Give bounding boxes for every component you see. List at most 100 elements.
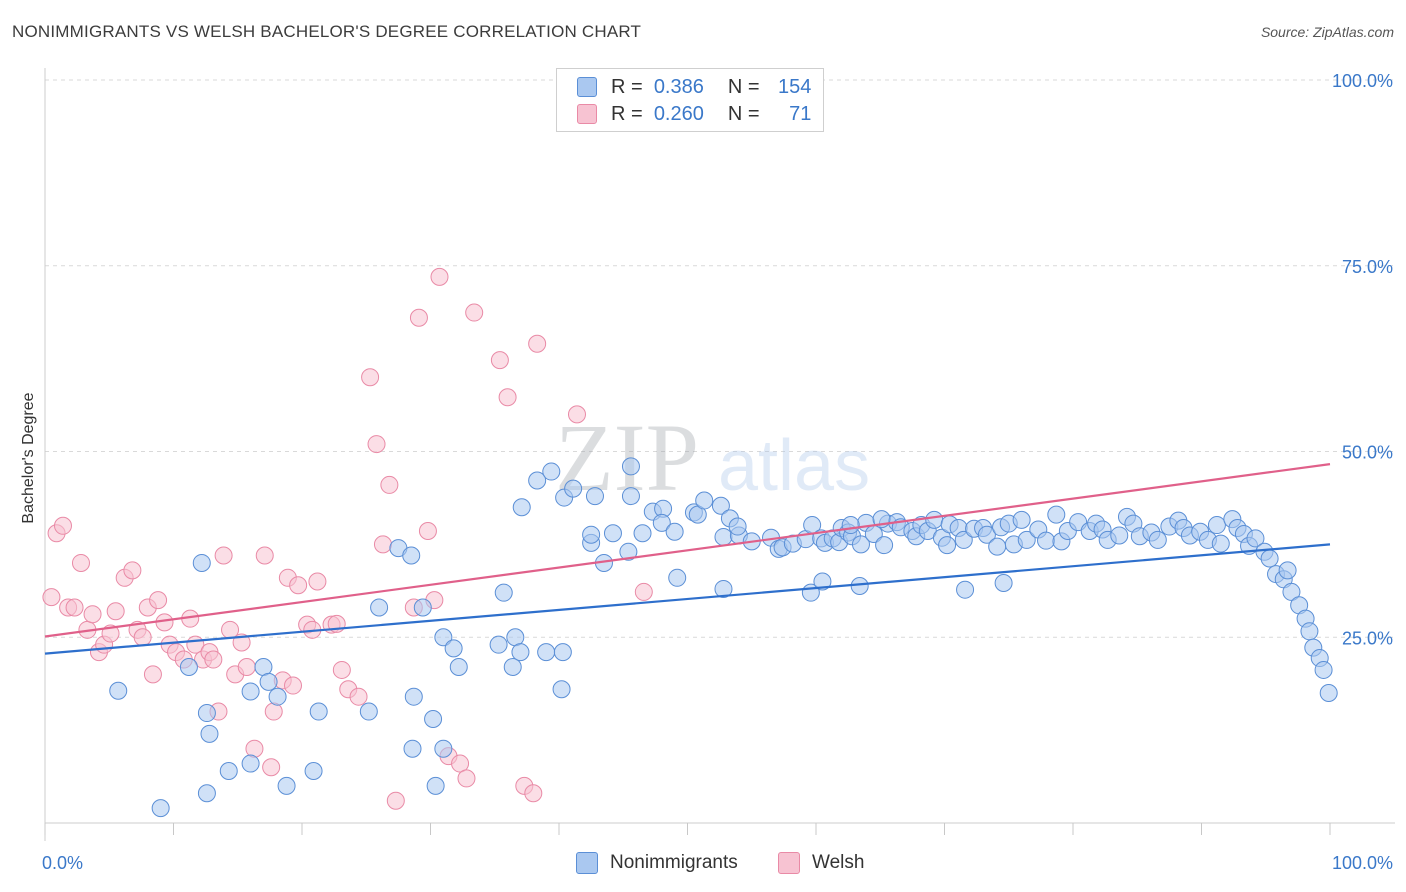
bottom-legend-label: Nonimmigrants — [610, 852, 738, 873]
nonimmigrant-point — [434, 739, 453, 758]
trend-lines — [44, 463, 1331, 655]
nonimmigrant-point — [268, 687, 287, 706]
nonimmigrant-point — [621, 457, 640, 476]
legend-swatch-blue — [577, 77, 597, 97]
nonimmigrant-point — [954, 530, 973, 549]
nonimmigrant-point — [1300, 622, 1319, 641]
welsh-point — [255, 546, 274, 565]
nonimmigrant-point — [977, 525, 996, 544]
welsh-point — [133, 628, 152, 647]
nonimmigrant-point — [875, 536, 894, 555]
nonimmigrant-point — [938, 536, 957, 555]
bottom-legend-welsh[interactable]: Welsh — [778, 852, 864, 874]
nonimmigrant-point — [200, 724, 219, 743]
legend-swatch-pink — [577, 104, 597, 124]
watermark-atlas: atlas — [718, 426, 870, 506]
welsh-point — [524, 784, 543, 803]
bottom-legend-nonimmigrants[interactable]: Nonimmigrants — [576, 852, 738, 874]
nonimmigrant-point — [665, 522, 684, 541]
welsh-point — [498, 388, 517, 407]
nonimmigrant-point — [728, 517, 747, 536]
nonimmigrant-point — [652, 513, 671, 532]
legend-n-label: N = — [727, 75, 760, 98]
welsh-point — [451, 754, 470, 773]
nonimmigrant-trend-line — [44, 543, 1331, 655]
welsh-point — [123, 561, 142, 580]
nonimmigrant-point — [1012, 510, 1031, 529]
y-tick-label: 50.0% — [1342, 443, 1393, 463]
nonimmigrant-point — [413, 598, 432, 617]
nonimmigrant-point — [925, 510, 944, 529]
nonimmigrant-point — [564, 479, 583, 498]
nonimmigrant-point — [1047, 505, 1066, 524]
legend-n-label: N = — [727, 102, 760, 125]
bottom-legend-swatch-blue — [576, 852, 598, 874]
nonimmigrant-point — [241, 754, 260, 773]
nonimmigrant-point — [424, 709, 443, 728]
welsh-point — [204, 650, 223, 669]
welsh-point — [71, 553, 90, 572]
nonimmigrant-point — [585, 487, 604, 506]
welsh-point — [418, 522, 437, 541]
welsh-point — [262, 758, 281, 777]
nonimmigrant-point — [449, 657, 468, 676]
nonimmigrant-point — [494, 583, 513, 602]
nonimmigrant-point — [259, 672, 278, 691]
nonimmigrant-point — [304, 761, 323, 780]
bottom-legend-swatch-pink — [778, 852, 800, 874]
nonimmigrant-point — [434, 628, 453, 647]
welsh-point — [155, 613, 174, 632]
nonimmigrant-point — [370, 598, 389, 617]
nonimmigrant-point — [219, 761, 238, 780]
legend-r-value: 0.386 — [653, 75, 704, 98]
welsh-point — [430, 267, 449, 286]
welsh-point — [367, 435, 386, 454]
nonimmigrant-point — [668, 568, 687, 587]
nonimmigrant-point — [603, 524, 622, 543]
nonimmigrant-point — [309, 702, 328, 721]
nonimmigrant-point — [711, 496, 730, 515]
legend-row-nonimmigrants: R = 0.386 N = 154 — [577, 74, 811, 100]
nonimmigrant-point — [850, 576, 869, 595]
x-tick-label: 100.0% — [1332, 853, 1393, 873]
nonimmigrant-point — [633, 524, 652, 543]
welsh-point — [65, 598, 84, 617]
nonimmigrant-point — [582, 525, 601, 544]
legend-n-value: 154 — [778, 75, 812, 98]
welsh-point — [380, 475, 399, 494]
nonimmigrant-point — [444, 639, 463, 658]
nonimmigrant-point — [1278, 561, 1297, 580]
nonimmigrant-point — [197, 704, 216, 723]
nonimmigrant-point — [695, 491, 714, 510]
welsh-point — [465, 303, 484, 322]
tick-labels: 100.0% 75.0% 50.0% 25.0% 0.0% 100.0% — [42, 71, 1393, 873]
nonimmigrant-point — [197, 784, 216, 803]
chart-source: Source: ZipAtlas.com — [1260, 24, 1394, 40]
legend-r-value: 0.260 — [653, 102, 704, 125]
welsh-point — [53, 516, 72, 535]
nonimmigrant-point — [277, 776, 296, 795]
nonimmigrant-point — [1314, 660, 1333, 679]
nonimmigrant-point — [619, 542, 638, 561]
y-tick-label: 25.0% — [1342, 628, 1393, 648]
nonimmigrant-point — [553, 643, 572, 662]
nonimmigrant-point — [511, 643, 530, 662]
welsh-point — [106, 602, 125, 621]
welsh-point — [308, 572, 327, 591]
y-axis-label: Bachelor's Degree — [20, 392, 37, 523]
welsh-trend-line — [44, 463, 1331, 638]
nonimmigrant-point — [1148, 530, 1167, 549]
welsh-point — [490, 351, 509, 370]
nonimmigrant-point — [403, 739, 422, 758]
welsh-point — [83, 605, 102, 624]
nonimmigrant-point — [552, 680, 571, 699]
chart-title: NONIMMIGRANTS VS WELSH BACHELOR'S DEGREE… — [12, 22, 642, 41]
nonimmigrant-point — [1282, 582, 1301, 601]
legend-row-welsh: R = 0.260 N = 71 — [577, 101, 811, 127]
welsh-point — [373, 535, 392, 554]
nonimmigrant-point — [621, 487, 640, 506]
welsh-point — [149, 591, 168, 610]
nonimmigrant-point — [512, 498, 531, 517]
nonimmigrant-point — [1017, 530, 1036, 549]
